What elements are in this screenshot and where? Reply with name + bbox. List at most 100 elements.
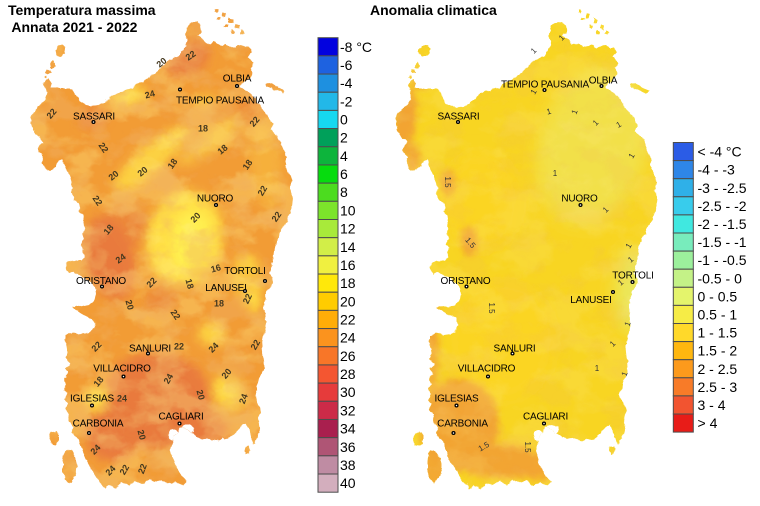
svg-text:20: 20: [107, 168, 121, 182]
svg-text:24: 24: [114, 252, 128, 266]
svg-text:22: 22: [91, 194, 105, 208]
svg-text:22: 22: [340, 311, 356, 327]
svg-text:1: 1: [591, 118, 601, 128]
svg-text:2 - 2.5: 2 - 2.5: [698, 361, 738, 377]
svg-text:-6: -6: [340, 57, 353, 73]
svg-text:1: 1: [616, 277, 626, 287]
svg-text:18: 18: [241, 158, 255, 172]
svg-text:30: 30: [340, 384, 356, 400]
svg-text:-4: -4: [340, 75, 353, 91]
svg-text:1.5: 1.5: [443, 176, 452, 188]
svg-text:IGLESIAS: IGLESIAS: [70, 394, 115, 405]
svg-text:1: 1: [620, 370, 630, 378]
svg-text:LANUSEI: LANUSEI: [570, 295, 611, 306]
svg-text:NUORO: NUORO: [561, 194, 598, 205]
svg-text:28: 28: [340, 366, 356, 382]
svg-text:TORTOLI: TORTOLI: [224, 266, 265, 277]
svg-text:SASSARI: SASSARI: [73, 112, 115, 123]
svg-text:> 4: > 4: [698, 415, 718, 431]
svg-text:OLBIA: OLBIA: [589, 76, 618, 87]
svg-text:18: 18: [340, 275, 356, 291]
svg-text:-0.5 - 0: -0.5 - 0: [698, 270, 743, 286]
svg-text:0 - 0.5: 0 - 0.5: [698, 288, 738, 304]
svg-text:18: 18: [198, 123, 208, 133]
svg-text:24: 24: [144, 88, 156, 100]
svg-text:CAGLIARI: CAGLIARI: [523, 412, 568, 423]
svg-text:10: 10: [340, 202, 356, 218]
svg-text:ORISTANO: ORISTANO: [441, 276, 491, 287]
svg-text:34: 34: [340, 421, 356, 437]
svg-text:1: 1: [615, 119, 624, 129]
svg-text:1: 1: [623, 320, 633, 328]
svg-text:SANLURI: SANLURI: [494, 344, 536, 355]
svg-text:20: 20: [219, 367, 233, 381]
svg-text:-3 - -2.5: -3 - -2.5: [698, 180, 747, 196]
svg-text:-1.5 - -1: -1.5 - -1: [698, 234, 747, 250]
svg-text:32: 32: [340, 402, 356, 418]
svg-text:ORISTANO: ORISTANO: [76, 276, 126, 287]
svg-text:CARBONIA: CARBONIA: [437, 419, 488, 430]
svg-text:1: 1: [624, 241, 634, 250]
svg-text:3 - 4: 3 - 4: [698, 397, 726, 413]
svg-text:1: 1: [529, 46, 539, 56]
svg-text:22: 22: [249, 338, 263, 352]
svg-text:-2 - -1.5: -2 - -1.5: [698, 216, 747, 232]
svg-text:1.5: 1.5: [523, 441, 532, 453]
svg-text:38: 38: [340, 457, 356, 473]
svg-text:LANUSEI: LANUSEI: [205, 283, 246, 294]
svg-text:12: 12: [340, 221, 356, 237]
svg-text:18: 18: [91, 375, 105, 389]
svg-text:1: 1: [553, 169, 558, 178]
svg-text:18: 18: [101, 223, 115, 237]
svg-text:20: 20: [340, 293, 356, 309]
svg-text:1: 1: [601, 205, 611, 215]
svg-text:22: 22: [169, 308, 183, 322]
svg-text:-1 - -0.5: -1 - -0.5: [698, 252, 747, 268]
svg-text:40: 40: [340, 475, 356, 491]
svg-text:4: 4: [340, 148, 348, 164]
svg-text:24: 24: [237, 392, 250, 405]
svg-text:22: 22: [184, 49, 198, 63]
svg-text:SASSARI: SASSARI: [438, 112, 480, 123]
svg-text:-4 - -3: -4 - -3: [698, 162, 736, 178]
svg-text:20: 20: [136, 164, 150, 178]
svg-text:6: 6: [340, 166, 348, 182]
svg-text:2: 2: [340, 130, 348, 146]
svg-text:20: 20: [135, 429, 147, 441]
svg-text:18: 18: [214, 298, 224, 308]
svg-text:18: 18: [166, 157, 180, 171]
svg-text:TEMPIO PAUSANIA: TEMPIO PAUSANIA: [501, 80, 589, 91]
svg-text:1: 1: [546, 107, 553, 117]
svg-text:18: 18: [183, 278, 195, 290]
svg-text:-2.5 - -2: -2.5 - -2: [698, 198, 747, 214]
svg-text:14: 14: [340, 239, 356, 255]
svg-text:22: 22: [247, 115, 261, 129]
svg-text:VILLACIDRO: VILLACIDRO: [458, 364, 516, 375]
svg-text:IGLESIAS: IGLESIAS: [435, 394, 480, 405]
svg-text:1 - 1.5: 1 - 1.5: [698, 325, 738, 341]
svg-text:22: 22: [241, 292, 254, 305]
svg-text:24: 24: [162, 372, 176, 386]
svg-text:-8 °C: -8 °C: [340, 39, 372, 55]
svg-text:1.5: 1.5: [487, 302, 496, 314]
svg-text:18: 18: [216, 142, 230, 156]
svg-text:26: 26: [340, 348, 356, 364]
svg-text:-2: -2: [340, 93, 353, 109]
svg-text:22: 22: [174, 341, 184, 351]
svg-text:22: 22: [118, 463, 132, 477]
svg-text:24: 24: [340, 330, 356, 346]
svg-text:1: 1: [529, 87, 539, 96]
svg-text:24: 24: [117, 393, 127, 403]
svg-text:20: 20: [194, 389, 206, 401]
svg-text:OLBIA: OLBIA: [223, 74, 252, 85]
svg-text:< -4 °C: < -4 °C: [698, 144, 742, 160]
svg-text:CARBONIA: CARBONIA: [73, 419, 124, 430]
svg-text:SANLURI: SANLURI: [129, 344, 171, 355]
svg-text:22: 22: [44, 107, 58, 121]
svg-text:TORTOLI: TORTOLI: [612, 271, 653, 282]
svg-text:0: 0: [340, 112, 348, 128]
svg-text:VILLACIDRO: VILLACIDRO: [93, 364, 151, 375]
svg-text:36: 36: [340, 439, 356, 455]
svg-text:1: 1: [570, 108, 580, 116]
svg-text:1: 1: [626, 254, 636, 264]
